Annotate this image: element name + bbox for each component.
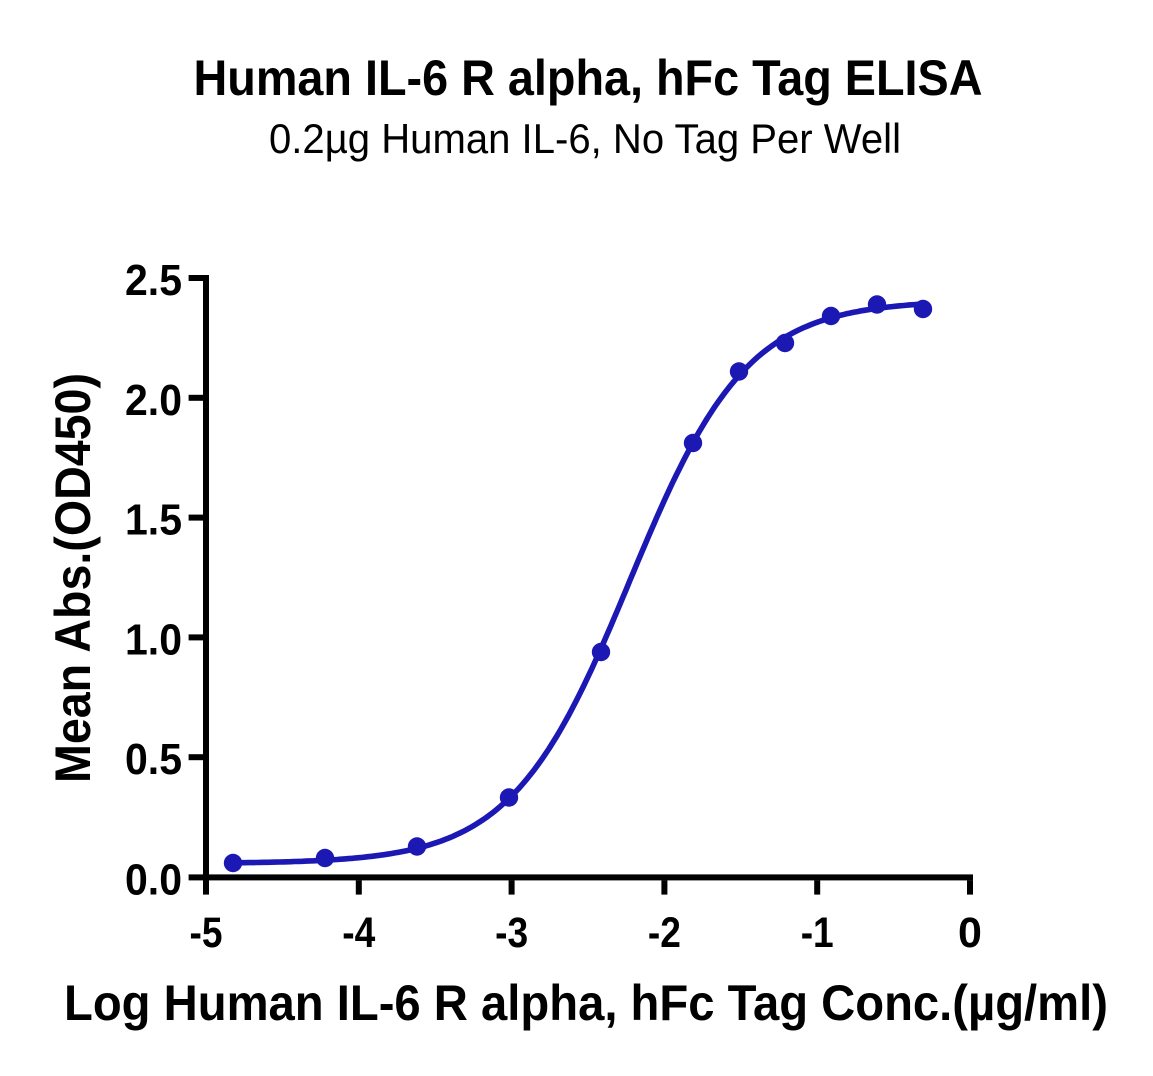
svg-text:-1: -1 [801,909,834,957]
svg-text:-2: -2 [648,909,681,957]
svg-text:0: 0 [958,909,982,957]
svg-text:0.2µg Human IL-6, No Tag Per W: 0.2µg Human IL-6, No Tag Per Well [269,115,901,162]
svg-text:Log Human IL-6 R alpha, hFc Ta: Log Human IL-6 R alpha, hFc Tag Conc.(µg… [64,975,1108,1031]
svg-text:1.0: 1.0 [125,615,182,664]
svg-text:-4: -4 [342,909,375,957]
svg-text:Mean Abs.(OD450): Mean Abs.(OD450) [45,373,101,783]
svg-text:-5: -5 [190,909,223,957]
svg-text:2.0: 2.0 [125,376,182,425]
svg-text:2.5: 2.5 [125,256,182,305]
svg-text:0.5: 0.5 [125,735,182,784]
svg-text:0.0: 0.0 [125,855,182,904]
svg-text:1.5: 1.5 [125,496,182,545]
svg-text:Human IL-6 R alpha, hFc Tag EL: Human IL-6 R alpha, hFc Tag ELISA [194,50,983,106]
svg-text:-3: -3 [495,909,528,957]
